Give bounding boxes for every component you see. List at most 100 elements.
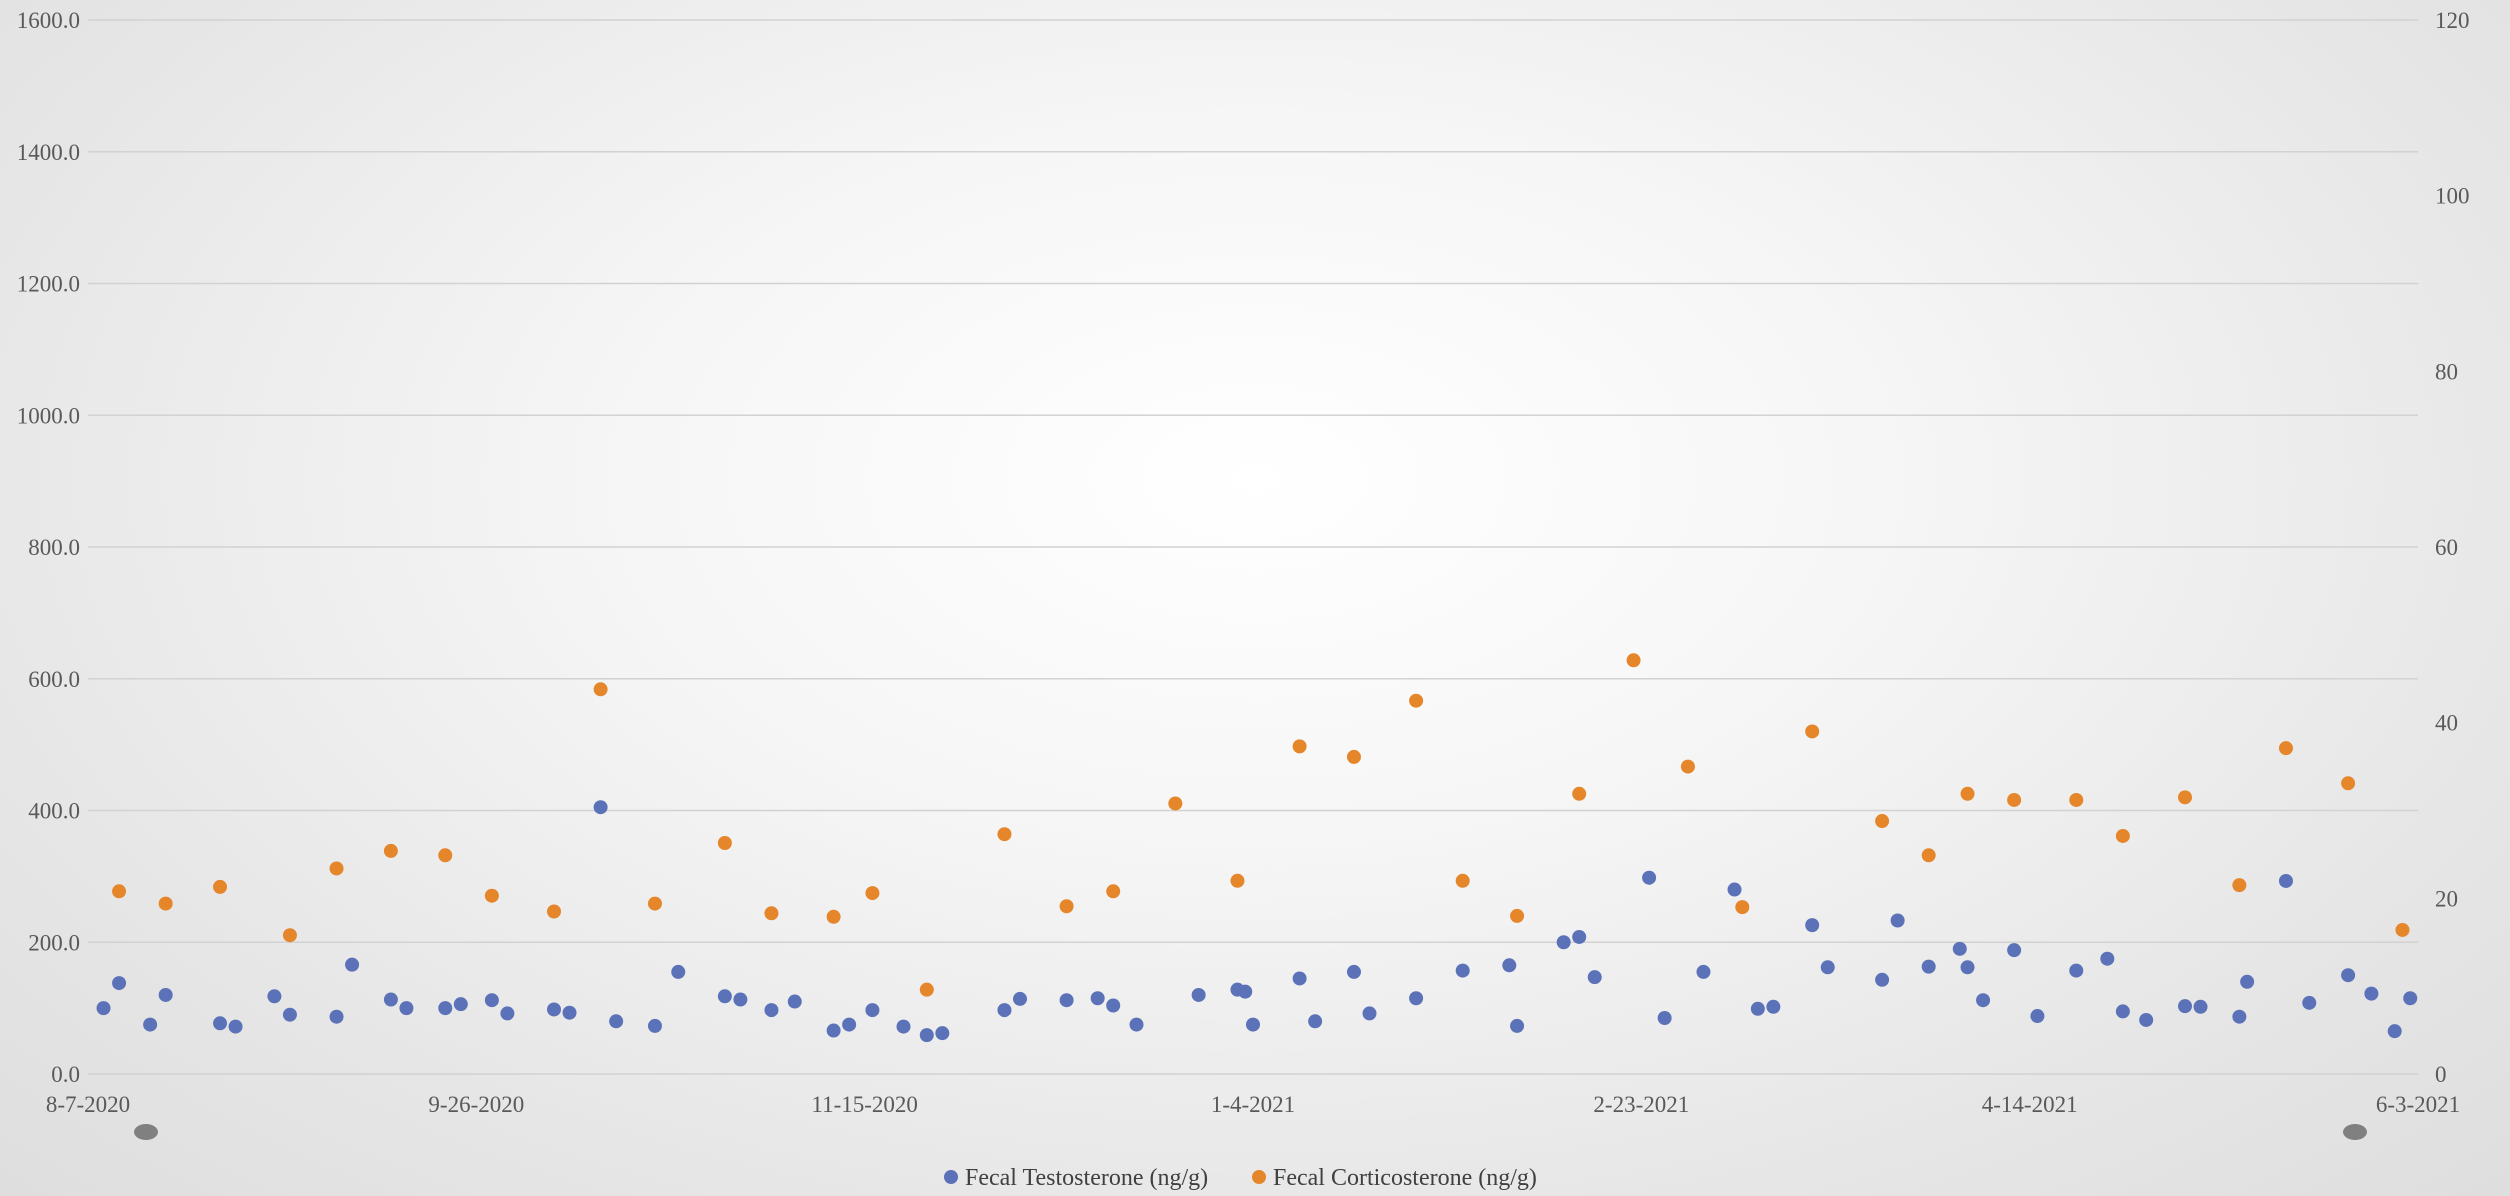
data-point (1587, 970, 1602, 985)
data-point (1106, 884, 1121, 899)
data-point (787, 994, 802, 1009)
data-point (1735, 900, 1750, 915)
series-fecal-corticosterone (112, 653, 2410, 997)
data-point (2278, 873, 2293, 888)
data-point (1696, 964, 1711, 979)
x-axis-tick-label: 9-26-2020 (428, 1092, 524, 1117)
data-point (609, 1014, 624, 1029)
data-point (2232, 1009, 2247, 1024)
right-axis-tick-label: 60 (2435, 535, 2458, 560)
data-point (2069, 792, 2084, 807)
data-point (1680, 759, 1695, 774)
data-point (826, 909, 841, 924)
data-point (1820, 960, 1835, 975)
data-point (1292, 739, 1307, 754)
data-point (919, 982, 934, 997)
data-point (1308, 1014, 1323, 1029)
data-point (1960, 960, 1975, 975)
data-point (1246, 1017, 1260, 1032)
x-axis-tick-label: 1-4-2021 (1211, 1092, 1295, 1117)
data-point (647, 896, 662, 911)
data-point (399, 1001, 414, 1016)
data-point (1238, 984, 1253, 999)
legend-item-testosterone[interactable]: Fecal Testosterone (ng/g) (944, 1165, 1208, 1191)
data-point (2302, 995, 2317, 1010)
left-axis-tick-label: 1000.0 (17, 403, 80, 428)
data-point (282, 1007, 297, 1022)
data-point (2403, 991, 2418, 1006)
data-point (997, 827, 1012, 842)
data-point (1626, 653, 1641, 668)
data-point (733, 992, 748, 1007)
data-point (453, 997, 468, 1012)
data-point (213, 879, 228, 894)
data-point (1168, 796, 1183, 811)
data-point (438, 1001, 453, 1016)
x-axis-tick-label: 11-15-2020 (811, 1092, 917, 1117)
gridlines (88, 19, 2418, 1075)
data-point (438, 848, 453, 863)
data-point (1556, 935, 1571, 950)
data-point (2341, 776, 2356, 791)
data-point (2387, 1024, 2402, 1039)
data-point (935, 1026, 950, 1041)
data-point (96, 1001, 111, 1016)
data-point (2240, 974, 2255, 989)
data-point (1362, 1006, 1377, 1021)
data-point (1766, 999, 1781, 1014)
x-axis-tick-label: 2-23-2021 (1593, 1092, 1689, 1117)
data-point (1572, 929, 1587, 944)
left-axis-tick-label: 600.0 (28, 667, 80, 692)
legend-label-testosterone: Fecal Testosterone (ng/g) (965, 1165, 1208, 1191)
legend-marker-corticosterone (1252, 1170, 1266, 1184)
data-point (2178, 790, 2192, 805)
x-axis-tick-label: 6-3-2021 (2376, 1092, 2460, 1117)
data-point (143, 1017, 158, 1032)
data-point (671, 964, 686, 979)
data-point (1230, 873, 1245, 888)
data-point (2193, 999, 2208, 1014)
data-point (1409, 693, 1424, 708)
right-axis-tick-label: 80 (2435, 359, 2458, 384)
data-point (1013, 991, 1027, 1006)
data-point (842, 1017, 857, 1032)
data-point (593, 800, 608, 815)
data-point (1346, 964, 1361, 979)
data-point (826, 1023, 841, 1038)
x-axis-tick-label: 4-14-2021 (1982, 1092, 2078, 1117)
data-point (547, 904, 561, 919)
data-point (1890, 913, 1905, 928)
right-axis-tick-label: 40 (2435, 711, 2458, 736)
legend-item-corticosterone[interactable]: Fecal Corticosterone (ng/g) (1252, 1165, 1537, 1191)
data-point (329, 1009, 344, 1024)
data-point (717, 835, 732, 850)
data-point (1346, 749, 1361, 764)
data-point (1805, 918, 1820, 933)
data-point (2341, 968, 2356, 983)
data-point (1191, 987, 1206, 1002)
data-point (500, 1006, 515, 1021)
range-end-handle[interactable] (2343, 1124, 2367, 1140)
left-axis-tick-labels: 0.0 200.0 400.0 600.0 800.0 1000.0 1200.0 1400.… (17, 8, 80, 1087)
data-point (1657, 1011, 1672, 1026)
data-point (1960, 786, 1975, 801)
data-point (1059, 993, 1074, 1008)
data-point (2069, 963, 2084, 978)
data-point (345, 957, 360, 972)
range-start-handle[interactable] (134, 1124, 158, 1140)
data-point (2007, 943, 2022, 958)
data-point (1642, 870, 1657, 885)
data-point (1106, 998, 1121, 1013)
data-point (1976, 993, 1991, 1008)
data-point (562, 1005, 577, 1020)
data-point (865, 886, 880, 901)
data-point (865, 1003, 880, 1018)
data-point (2232, 878, 2247, 893)
data-point (1409, 991, 1424, 1006)
left-axis-tick-label: 400.0 (28, 799, 80, 824)
data-point (484, 993, 499, 1008)
data-point (919, 1028, 934, 1043)
left-axis-tick-label: 800.0 (28, 535, 80, 560)
data-point (2100, 951, 2115, 966)
